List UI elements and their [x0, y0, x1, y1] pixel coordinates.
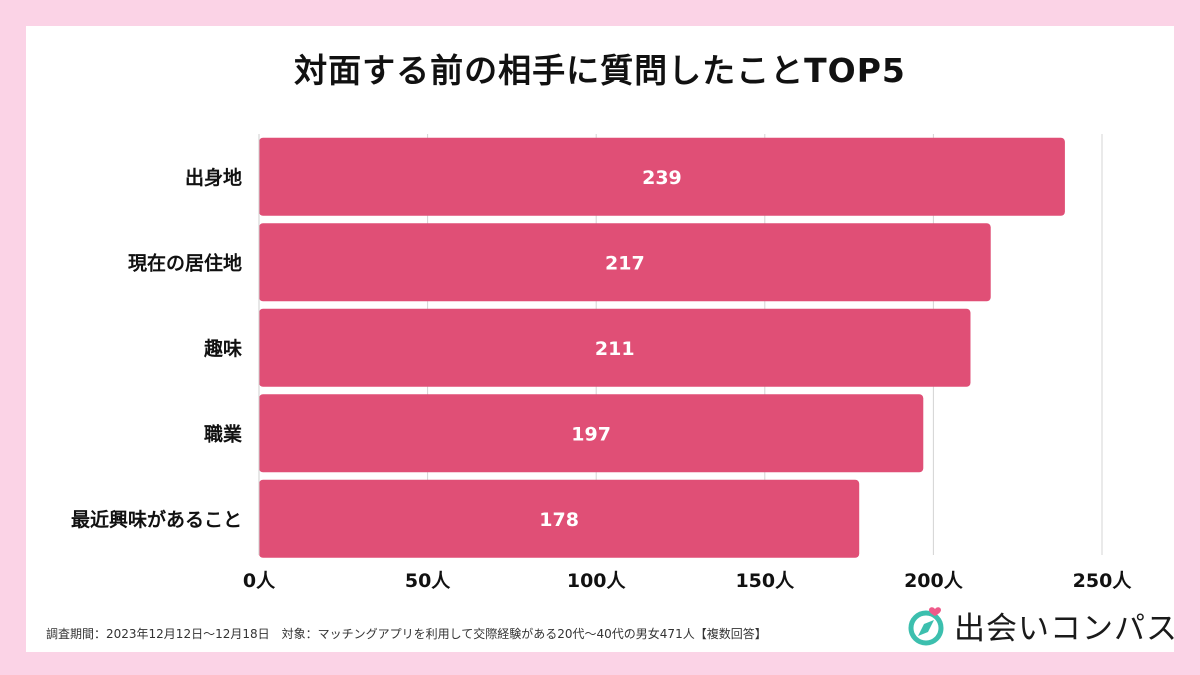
x-tick-label: 250人: [1073, 570, 1133, 592]
bar: [259, 137, 1065, 216]
bar: [259, 308, 971, 387]
bar: [259, 479, 860, 558]
category-label: 職業: [204, 422, 243, 445]
bar-value-label: 217: [605, 252, 645, 274]
bar: [259, 223, 991, 302]
bar: [259, 394, 924, 473]
x-tick-label: 150人: [735, 570, 795, 592]
category-label: 出身地: [185, 166, 242, 189]
category-label: 趣味: [203, 337, 242, 360]
x-tick-label: 50人: [405, 570, 451, 592]
brand-logo: 出会いコンパス: [906, 603, 1178, 648]
bar-value-label: 211: [595, 338, 635, 360]
bar-value-label: 178: [539, 509, 579, 531]
bar-value-label: 197: [571, 423, 611, 445]
category-label: 最近興味があること: [71, 508, 242, 531]
brand-name: 出会いコンパス: [954, 611, 1178, 647]
compass-heart-icon: [908, 606, 944, 645]
x-tick-label: 0人: [243, 570, 276, 592]
survey-footnote: 調査期間：2023年12月12日〜12月18日 対象：マッチングアプリを利用して…: [46, 627, 767, 641]
x-tick-label: 100人: [567, 570, 627, 592]
bar-value-label: 239: [642, 167, 682, 189]
category-label: 現在の居住地: [128, 251, 242, 274]
x-tick-label: 200人: [904, 570, 964, 592]
chart-title: 対面する前の相手に質問したことTOP5: [294, 51, 906, 90]
